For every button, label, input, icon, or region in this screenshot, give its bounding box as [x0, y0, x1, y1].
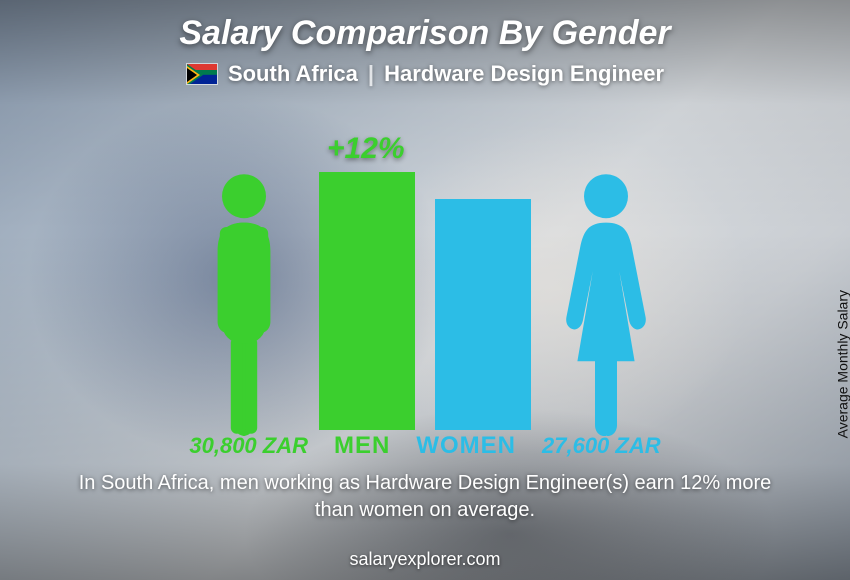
subtitle-row: South Africa | Hardware Design Engineer [0, 61, 850, 87]
chart-area: +12% [140, 120, 710, 430]
men-label: MEN [334, 432, 390, 460]
separator: | [368, 61, 374, 87]
women-label: WOMEN [416, 432, 516, 460]
infographic-container: Salary Comparison By Gender South Africa… [0, 0, 850, 580]
women-bar [435, 199, 531, 430]
south-africa-flag-icon [186, 63, 218, 85]
women-salary-label: 27,600 ZAR [542, 433, 661, 459]
main-title: Salary Comparison By Gender [0, 0, 850, 53]
y-axis-label: Average Monthly Salary [834, 290, 850, 438]
male-person-icon [189, 172, 299, 430]
difference-label: +12% [327, 132, 405, 166]
men-salary-label: 30,800 ZAR [189, 433, 308, 459]
country-label: South Africa [228, 61, 358, 87]
footer-label-row: 30,800 ZAR MEN WOMEN 27,600 ZAR [0, 432, 850, 460]
job-title-label: Hardware Design Engineer [384, 61, 664, 87]
female-person-icon [551, 172, 661, 430]
men-bar [319, 172, 415, 430]
credit-text: salaryexplorer.com [0, 549, 850, 570]
summary-text: In South Africa, men working as Hardware… [60, 470, 790, 524]
